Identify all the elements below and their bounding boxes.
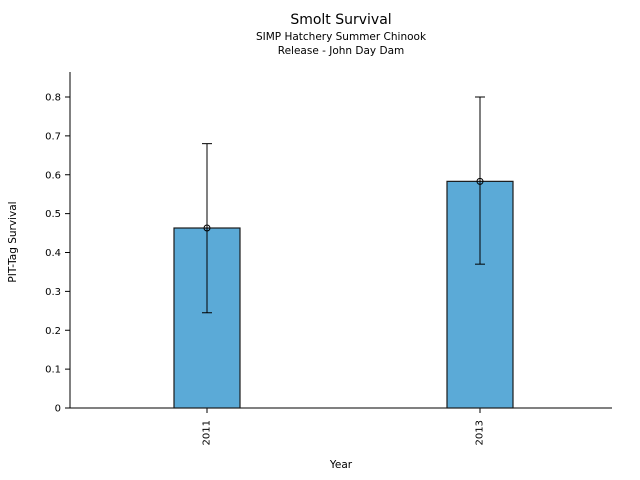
y-tick-label: 0.8 bbox=[45, 93, 61, 104]
point-marker-2013 bbox=[476, 177, 484, 185]
x-tick-label: 2013 bbox=[475, 420, 486, 445]
bars-layer bbox=[173, 180, 514, 409]
axes-layer: 0 0.1 0.2 0.3 0.4 0.5 0.6 0.7 0.8 2011 2013 bbox=[45, 72, 612, 445]
y-tick-label: 0.5 bbox=[45, 209, 61, 220]
chart-title: Smolt Survival bbox=[290, 12, 391, 28]
y-tick-label: 0.3 bbox=[45, 287, 61, 298]
y-tick-label: 0.4 bbox=[45, 248, 61, 259]
chart-subtitle-line-1: SIMP Hatchery Summer Chinook bbox=[256, 31, 427, 43]
y-tick-label: 0 bbox=[55, 404, 61, 415]
x-axis-label: Year bbox=[329, 459, 353, 471]
point-marker-2011 bbox=[203, 224, 211, 232]
y-axis-label: PIT-Tag Survival bbox=[7, 201, 19, 282]
y-tick-label: 0.2 bbox=[45, 326, 61, 337]
y-tick-label: 0.6 bbox=[45, 170, 61, 181]
x-tick-label: 2011 bbox=[202, 420, 213, 445]
chart-subtitle-line-2: Release - John Day Dam bbox=[278, 45, 404, 57]
y-tick-label: 0.7 bbox=[45, 131, 61, 142]
y-tick-label: 0.1 bbox=[45, 365, 61, 376]
error-bars-layer bbox=[202, 96, 485, 314]
